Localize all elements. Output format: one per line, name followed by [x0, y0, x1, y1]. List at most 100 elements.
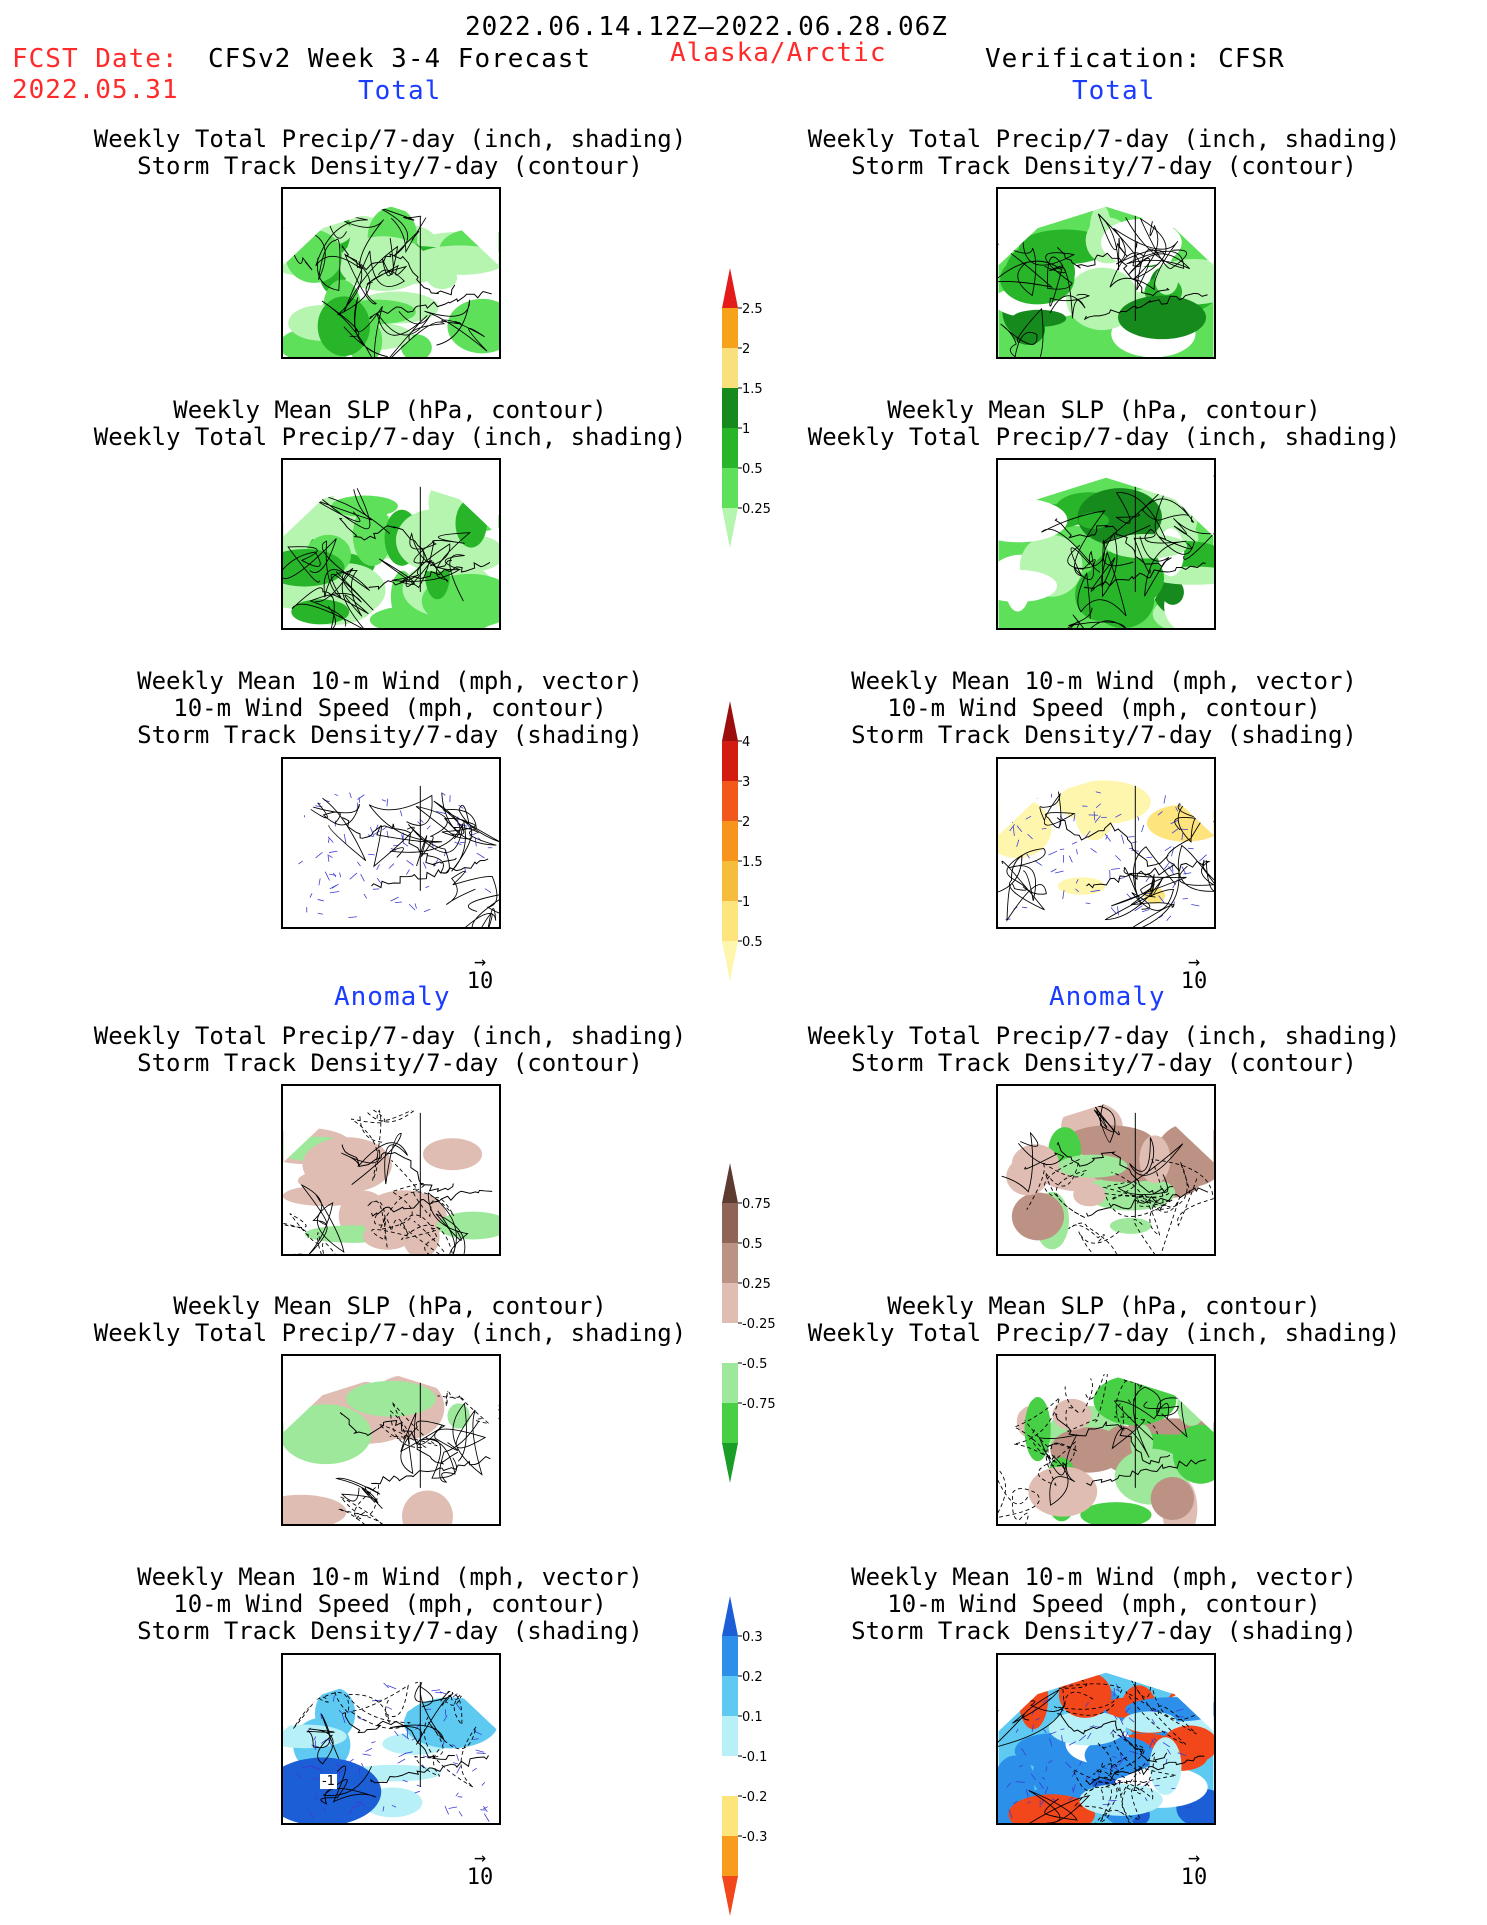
contour-line [376, 311, 446, 357]
contour-line [283, 227, 341, 291]
wind-vector [483, 1813, 490, 1822]
map-mask [283, 1655, 499, 1732]
contour-line [1028, 1789, 1091, 1823]
colorbar-anomaly-storm-density: 0.3 0.2 0.1 -0.1 -0.2 -0.3 [718, 1596, 798, 1916]
wind-vector [1167, 1748, 1171, 1755]
shading-blob [302, 1137, 392, 1193]
wind-vector [441, 792, 446, 796]
wind-vector [328, 855, 333, 858]
wind-vector [1152, 1709, 1157, 1712]
map-left-total-precip [281, 187, 501, 359]
wind-vector [1095, 803, 1102, 809]
colorbar-segment [722, 1756, 738, 1796]
wind-vector [476, 1752, 486, 1754]
wind-vector [1117, 906, 1119, 916]
wind-vector [483, 1806, 488, 1810]
contour-line [1041, 510, 1106, 577]
contour-line [424, 299, 488, 352]
wind-vector [1043, 1728, 1047, 1733]
colorbar-end-bottom [722, 1443, 738, 1483]
wind-vector [357, 861, 361, 867]
verification-title: Verification: CFSR [985, 44, 1285, 74]
shading-blob [1155, 265, 1179, 295]
colorbar-segment [722, 468, 738, 508]
shading-blob [1172, 1424, 1214, 1484]
wind-vector [1110, 1763, 1119, 1770]
wind-vector [315, 852, 323, 859]
colorbar-segment [722, 901, 738, 941]
wind-vector [1060, 1728, 1065, 1730]
shading-blob [346, 1380, 436, 1417]
wind-vector [417, 821, 422, 826]
wind-vector [1035, 860, 1043, 866]
shading-blob [1057, 877, 1106, 895]
shading-blob [1073, 1183, 1106, 1207]
wind-vector [1059, 815, 1064, 820]
wind-vector [444, 1805, 449, 1815]
contour-line [1104, 874, 1175, 921]
wind-vector [1090, 889, 1100, 893]
shading-blob [362, 1223, 412, 1250]
wind-vector [1006, 1782, 1011, 1788]
wind-vector [386, 798, 389, 807]
wind-vector [1018, 1764, 1023, 1768]
contour-line [1038, 1434, 1078, 1506]
contour-line [1103, 1729, 1177, 1795]
wind-vector [1015, 1781, 1025, 1783]
contour-line [368, 794, 443, 868]
wind-vector [311, 1744, 319, 1748]
coastline [1085, 1755, 1205, 1786]
contour-line [998, 243, 1062, 297]
wind-vector [332, 872, 337, 878]
coastline [1054, 518, 1172, 568]
contour-line [1097, 213, 1141, 271]
colorbar-label: 4 [742, 735, 750, 750]
wind-vector [1144, 1797, 1148, 1802]
title-right-anom-slp: Weekly Mean SLP (hPa, contour) Weekly Tot… [807, 1292, 1401, 1347]
wind-vector [1102, 1803, 1111, 1806]
wind-vector [1041, 827, 1047, 830]
wind-vector [455, 1792, 459, 1797]
wind-vector [357, 794, 365, 800]
contour-line [998, 1468, 1040, 1524]
contour-line [1129, 872, 1180, 927]
contour-line [1022, 230, 1076, 290]
contour-line [1013, 1396, 1062, 1464]
contour-line [441, 786, 499, 846]
title-left-total-wind: Weekly Mean 10-m Wind (mph, vector) 10-m … [137, 667, 643, 749]
contour-line [1133, 528, 1187, 597]
contour-line [1067, 607, 1126, 628]
wind-vector [1191, 904, 1200, 907]
wind-vector [1115, 813, 1122, 818]
colorbar-segment [722, 1716, 738, 1756]
wind-vector [458, 1811, 463, 1817]
contour-line [399, 1214, 453, 1254]
colorbar-label: -0.2 [742, 1790, 767, 1805]
contour-line [1024, 1420, 1079, 1486]
wind-vector [1051, 1798, 1056, 1802]
coastline [369, 290, 492, 320]
wind-vector [1128, 836, 1135, 838]
wind-vector [1085, 1701, 1090, 1707]
contour-line [378, 1401, 438, 1448]
shading-blob [283, 1724, 347, 1749]
wind-vector [394, 1730, 399, 1737]
wind-vector [484, 888, 492, 893]
wind-vector [444, 1709, 447, 1717]
wind-vector [1072, 1784, 1076, 1793]
left-anomaly-label: Anomaly [334, 982, 451, 1012]
wind-vector [414, 1790, 421, 1794]
colorbar-label: 0.5 [742, 1237, 763, 1252]
wind-vector [1171, 828, 1179, 834]
wind-vector [401, 1733, 410, 1740]
wind-vector [1089, 1725, 1095, 1728]
contour-line [1125, 217, 1191, 291]
shading-blob [1122, 1711, 1177, 1733]
map-left-total-wind [281, 757, 501, 929]
wind-vector [1158, 914, 1164, 919]
colorbar-label: -0.25 [742, 1317, 776, 1332]
colorbar-segment [722, 1836, 738, 1876]
contour-line [1064, 1357, 1110, 1433]
contour-line [1000, 307, 1044, 357]
model-title: CFSv2 Week 3-4 Forecast [208, 44, 592, 74]
